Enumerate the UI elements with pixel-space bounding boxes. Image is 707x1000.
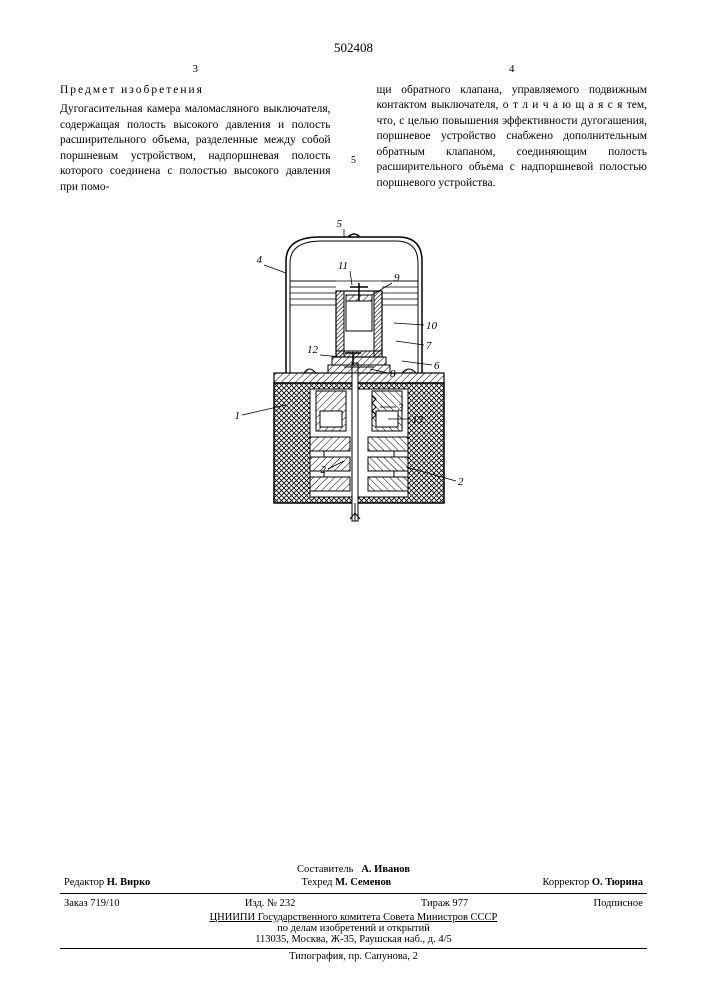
gutter-line-number: 5 (349, 62, 359, 195)
compiler-line: Составитель А. Иванов (60, 864, 647, 875)
svg-text:3: 3 (397, 402, 404, 414)
org-line-1: ЦНИИПИ Государственного комитета Совета … (60, 911, 647, 923)
subscription-cell: Подписное (594, 898, 643, 909)
tech-editor-cell: Техред М. Семенов (302, 877, 392, 888)
left-paragraph: Дугогасительная камера маломасляного вык… (60, 102, 331, 195)
printer-line: Типография, пр. Сапунова, 2 (60, 951, 647, 962)
svg-text:7: 7 (426, 340, 432, 352)
left-page-num: 3 (60, 62, 331, 77)
corrector-cell: Корректор О. Тюрина (542, 877, 643, 888)
svg-text:1: 1 (234, 410, 240, 422)
editor-cell: Редактор Н. Вирко (64, 877, 150, 888)
svg-text:13: 13 (412, 414, 424, 426)
print-info-row: Заказ 719/10 Изд. № 232 Тираж 977 Подпис… (60, 896, 647, 911)
svg-text:10: 10 (426, 320, 438, 332)
subject-heading: Предмет изобретения (60, 83, 331, 99)
credits-row: Редактор Н. Вирко Техред М. Семенов Корр… (60, 875, 647, 890)
right-paragraph: щи обратного клапана, управляемого подви… (377, 83, 648, 192)
divider-line (60, 893, 647, 894)
tirazh-cell: Тираж 977 (421, 898, 468, 909)
colophon-block: Составитель А. Иванов Редактор Н. Вирко … (60, 864, 647, 962)
order-cell: Заказ 719/10 (64, 898, 119, 909)
right-page-num: 4 (377, 62, 648, 77)
svg-text:6: 6 (434, 360, 440, 372)
svg-text:8: 8 (390, 368, 396, 380)
svg-text:4: 4 (256, 254, 262, 266)
svg-text:2: 2 (320, 464, 326, 476)
right-column: 4 щи обратного клапана, управляемого под… (377, 62, 648, 195)
svg-text:2: 2 (458, 476, 464, 488)
org-line-2: по делам изобретений и открытий (60, 923, 647, 934)
compiler-label: Составитель (297, 864, 353, 875)
izd-cell: Изд. № 232 (245, 898, 296, 909)
left-column: 3 Предмет изобретения Дугогасительная ка… (60, 62, 331, 195)
figure-container: 123456789101112132 (60, 213, 647, 528)
svg-text:12: 12 (307, 344, 319, 356)
svg-text:5: 5 (336, 218, 342, 230)
compiler-name: А. Иванов (361, 864, 410, 875)
address-line: 113035, Москва, Ж-35, Раушская наб., д. … (60, 934, 647, 945)
publication-number: 502408 (60, 40, 647, 56)
divider-line-2 (60, 948, 647, 949)
cross-section-figure: 123456789101112132 (224, 213, 484, 523)
two-column-body: 3 Предмет изобретения Дугогасительная ка… (60, 62, 647, 195)
svg-text:11: 11 (337, 260, 347, 272)
svg-text:9: 9 (394, 272, 400, 284)
